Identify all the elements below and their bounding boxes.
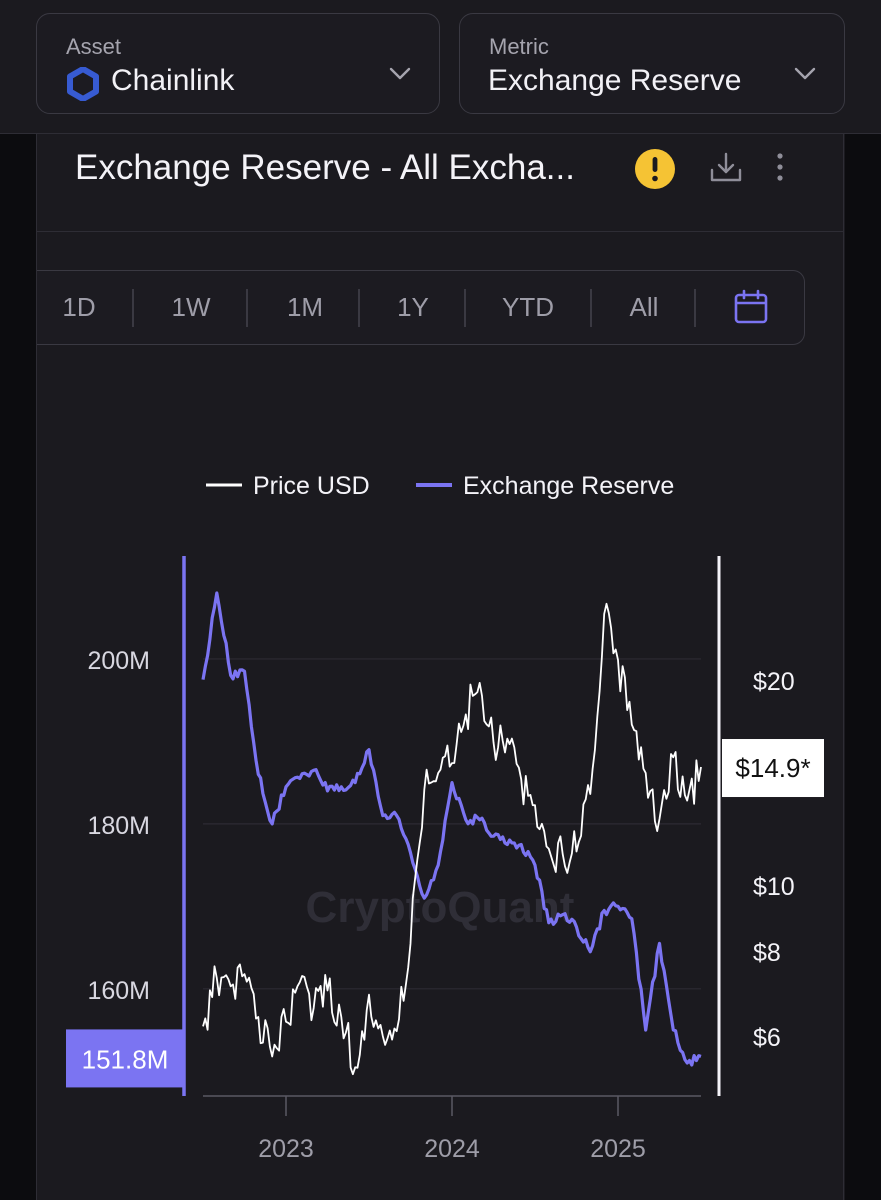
x-tick-label: 2023 — [258, 1135, 314, 1163]
range-button-1y[interactable]: 1Y — [397, 292, 429, 322]
time-range-selector: 1D 1W 1M 1Y YTD All — [37, 270, 805, 345]
series-line-exchange-reserve — [201, 591, 702, 1067]
range-separator — [358, 289, 360, 327]
download-icon[interactable] — [706, 148, 746, 188]
x-tick-label: 2025 — [590, 1135, 646, 1163]
range-button-1w[interactable]: 1W — [171, 292, 211, 322]
legend-label-price-usd: Price USD — [253, 472, 370, 500]
chainlink-hexagon-icon — [67, 67, 99, 101]
asset-selector[interactable]: Asset Chainlink — [36, 13, 440, 114]
left-gutter — [0, 134, 36, 1200]
range-separator — [590, 289, 592, 327]
range-button-ytd[interactable]: YTD — [502, 292, 554, 322]
more-vertical-icon[interactable] — [765, 150, 795, 186]
y-right-tick-label: $10 — [753, 873, 795, 901]
calendar-icon[interactable] — [732, 288, 770, 326]
y-right-tick-label: $20 — [753, 668, 795, 696]
y-left-tick-label: 160M — [87, 977, 150, 1005]
warning-icon[interactable] — [634, 148, 676, 190]
y-right-tick-label: $8 — [753, 939, 781, 967]
right-gutter — [845, 134, 881, 1200]
y-left-tick-label: 180M — [87, 812, 150, 840]
range-separator — [246, 289, 248, 327]
current-reserve-label: 151.8M — [82, 1044, 169, 1074]
range-separator — [694, 289, 696, 327]
metric-selector[interactable]: Metric Exchange Reserve — [459, 13, 845, 114]
current-reserve-badge — [66, 1029, 184, 1088]
metric-value: Exchange Reserve — [488, 64, 742, 97]
range-button-1d[interactable]: 1D — [62, 292, 96, 322]
top-bar: Asset Chainlink Metric Exchange Reserve — [0, 0, 881, 134]
series-line-price-usd — [202, 602, 702, 1076]
legend-label-exchange-reserve: Exchange Reserve — [463, 472, 674, 500]
x-tick-label: 2024 — [424, 1135, 480, 1163]
range-separator — [132, 289, 134, 327]
range-button-all[interactable]: All — [629, 292, 659, 322]
y-left-tick-label: 200M — [87, 647, 150, 675]
asset-value: Chainlink — [111, 64, 235, 97]
card-divider — [37, 231, 844, 232]
current-price-badge — [722, 739, 824, 798]
current-price-label: $14.9* — [735, 753, 810, 783]
y-right-tick-label: $6 — [753, 1024, 781, 1052]
chevron-down-icon[interactable] — [387, 60, 413, 86]
watermark: CryptoQuant — [306, 883, 575, 932]
metric-caption: Metric — [489, 34, 549, 59]
range-separator — [464, 289, 466, 327]
chevron-down-icon[interactable] — [792, 60, 818, 86]
card-title: Exchange Reserve - All Excha... — [75, 148, 575, 187]
range-button-1m[interactable]: 1M — [286, 292, 324, 322]
asset-caption: Asset — [66, 34, 122, 59]
